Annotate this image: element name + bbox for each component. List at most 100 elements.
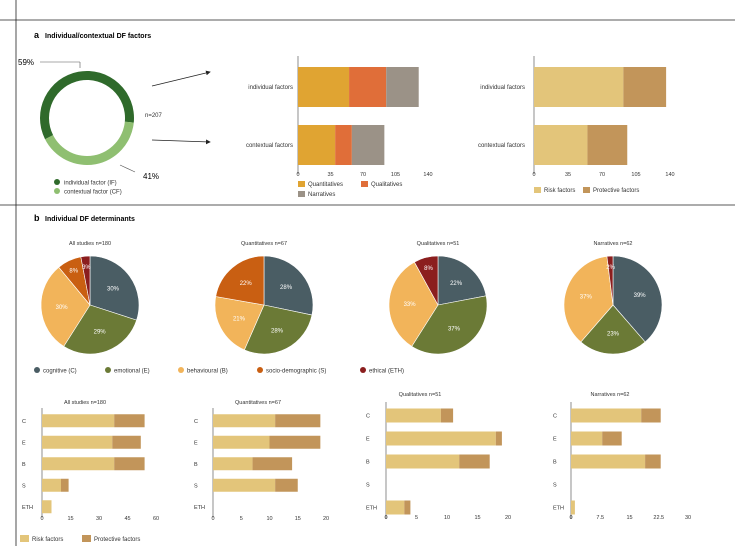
category-label: E bbox=[22, 440, 26, 446]
x-tick-label: 30 bbox=[685, 515, 691, 521]
x-tick-label: 105 bbox=[391, 172, 400, 178]
pie-all-studies: All studies n=180 30% 29% 30% 8% 3% bbox=[40, 241, 140, 355]
pie-title: Qualitatives n=51 bbox=[417, 241, 460, 247]
legend-label-cf: contextual factor (CF) bbox=[64, 190, 122, 196]
pie-legend-label: behavioural (B) bbox=[187, 369, 228, 375]
pie-legend-dot bbox=[34, 367, 40, 373]
category-label: C bbox=[553, 414, 557, 420]
legend-swatch bbox=[361, 181, 368, 187]
slice-cognitive bbox=[612, 255, 663, 343]
bar-segment bbox=[404, 500, 411, 515]
slice-value-label: 22% bbox=[450, 281, 463, 287]
slice-value-label: 21% bbox=[233, 316, 246, 322]
legend-swatch bbox=[298, 181, 305, 187]
x-tick-label: 0 bbox=[384, 515, 387, 521]
arrow-to-contextual bbox=[151, 139, 211, 145]
category-label: individual factors bbox=[480, 85, 525, 91]
slice-value-label: 39% bbox=[634, 293, 647, 299]
bar-segment bbox=[386, 454, 460, 469]
x-tick-label: 105 bbox=[631, 172, 640, 178]
bar-segment bbox=[602, 431, 622, 446]
bar-segment bbox=[213, 478, 276, 492]
chart-title: Qualitatives n=51 bbox=[399, 392, 442, 398]
donut-segment-cf bbox=[45, 121, 134, 165]
category-label: S bbox=[553, 483, 557, 489]
category-label: individual factors bbox=[248, 85, 293, 91]
slice-value-label: 29% bbox=[94, 330, 107, 336]
pie-legend-label: ethical (ETH) bbox=[369, 369, 404, 375]
bar-segment bbox=[386, 500, 405, 515]
category-label: C bbox=[194, 419, 198, 425]
legend-dot-if bbox=[54, 179, 60, 185]
x-tick-label: 10 bbox=[266, 516, 272, 522]
bar-segment bbox=[335, 125, 352, 165]
bar-segment bbox=[42, 414, 115, 428]
pie-legend-label: cognitive (C) bbox=[43, 369, 77, 375]
bar-segment bbox=[571, 431, 603, 446]
bar-segment bbox=[42, 457, 115, 471]
bar-segment bbox=[42, 500, 52, 514]
chart-title: Narratives n=62 bbox=[591, 392, 630, 398]
pie-title: Quantitatives n=67 bbox=[241, 241, 287, 247]
bar-segment bbox=[587, 125, 628, 165]
x-tick-label: 45 bbox=[124, 516, 130, 522]
x-tick-label: 20 bbox=[323, 516, 329, 522]
bar-segment bbox=[252, 457, 293, 471]
bar-segment bbox=[571, 408, 642, 423]
slice-cognitive bbox=[437, 255, 487, 306]
slice-emotional bbox=[243, 304, 313, 355]
x-tick-label: 10 bbox=[444, 515, 450, 521]
slice-value-label: 8% bbox=[424, 266, 433, 272]
x-tick-label: 5 bbox=[240, 516, 243, 522]
panel-a-letter: a bbox=[34, 30, 40, 40]
bar-segment bbox=[571, 500, 575, 515]
pie-legend-label: emotional (E) bbox=[114, 369, 150, 375]
category-label: B bbox=[553, 460, 557, 466]
slice-emotional bbox=[63, 304, 137, 355]
bar-segment bbox=[269, 435, 321, 449]
bar-segment bbox=[534, 67, 624, 107]
category-label: S bbox=[22, 483, 26, 489]
legend-label: Protective factors bbox=[593, 188, 639, 194]
bars-qualitatives: Qualitatives n=51 C E B S ETH 0 5 10 15 20 bbox=[366, 392, 511, 521]
x-tick-label: 0 bbox=[211, 516, 214, 522]
arrow-to-individual bbox=[151, 70, 211, 87]
bar-segment bbox=[459, 454, 490, 469]
bar-segment bbox=[495, 431, 502, 446]
legend-label: Narratives bbox=[308, 192, 335, 198]
legend-label: Quantitatives bbox=[308, 182, 343, 188]
donut-leader-cf bbox=[119, 164, 136, 173]
donut-n-label: n=207 bbox=[145, 113, 163, 119]
slice-value-label: 37% bbox=[448, 327, 461, 333]
category-label: C bbox=[22, 419, 26, 425]
slice-ethical bbox=[606, 255, 614, 306]
donut-label-cf: 41% bbox=[143, 172, 159, 181]
bar-segment bbox=[386, 67, 419, 107]
x-tick-label: 70 bbox=[599, 172, 605, 178]
pie-legend-label: socio-demographic (S) bbox=[266, 369, 326, 375]
slice-behavioural bbox=[40, 266, 91, 347]
donut-label-if: 59% bbox=[18, 58, 34, 67]
slice-ethical bbox=[413, 255, 439, 306]
category-label: ETH bbox=[366, 506, 377, 512]
donut-segment-if bbox=[39, 70, 134, 140]
category-label: B bbox=[366, 460, 370, 466]
pie-qualitatives: Qualitatives n=51 22% 37% 33% 8% bbox=[388, 241, 488, 355]
pie-legend-dot bbox=[178, 367, 184, 373]
x-tick-label: 70 bbox=[360, 172, 366, 178]
x-tick-label: 60 bbox=[153, 516, 159, 522]
chart-title: Quantitatives n=67 bbox=[235, 400, 281, 406]
slice-socio-demographic bbox=[215, 255, 265, 306]
legend-label: Risk factors bbox=[544, 188, 575, 194]
x-tick-label: 0 bbox=[40, 516, 43, 522]
x-tick-label: 140 bbox=[423, 172, 432, 178]
slice-value-label: 8% bbox=[69, 268, 78, 274]
legend-label: Qualitatives bbox=[371, 182, 402, 188]
donut-chart bbox=[39, 70, 134, 165]
legend-dot-cf bbox=[54, 188, 60, 194]
category-label: E bbox=[194, 440, 198, 446]
legend-label-if: individual factor (IF) bbox=[64, 181, 117, 187]
bar-segment bbox=[571, 454, 646, 469]
category-label: S bbox=[194, 483, 198, 489]
